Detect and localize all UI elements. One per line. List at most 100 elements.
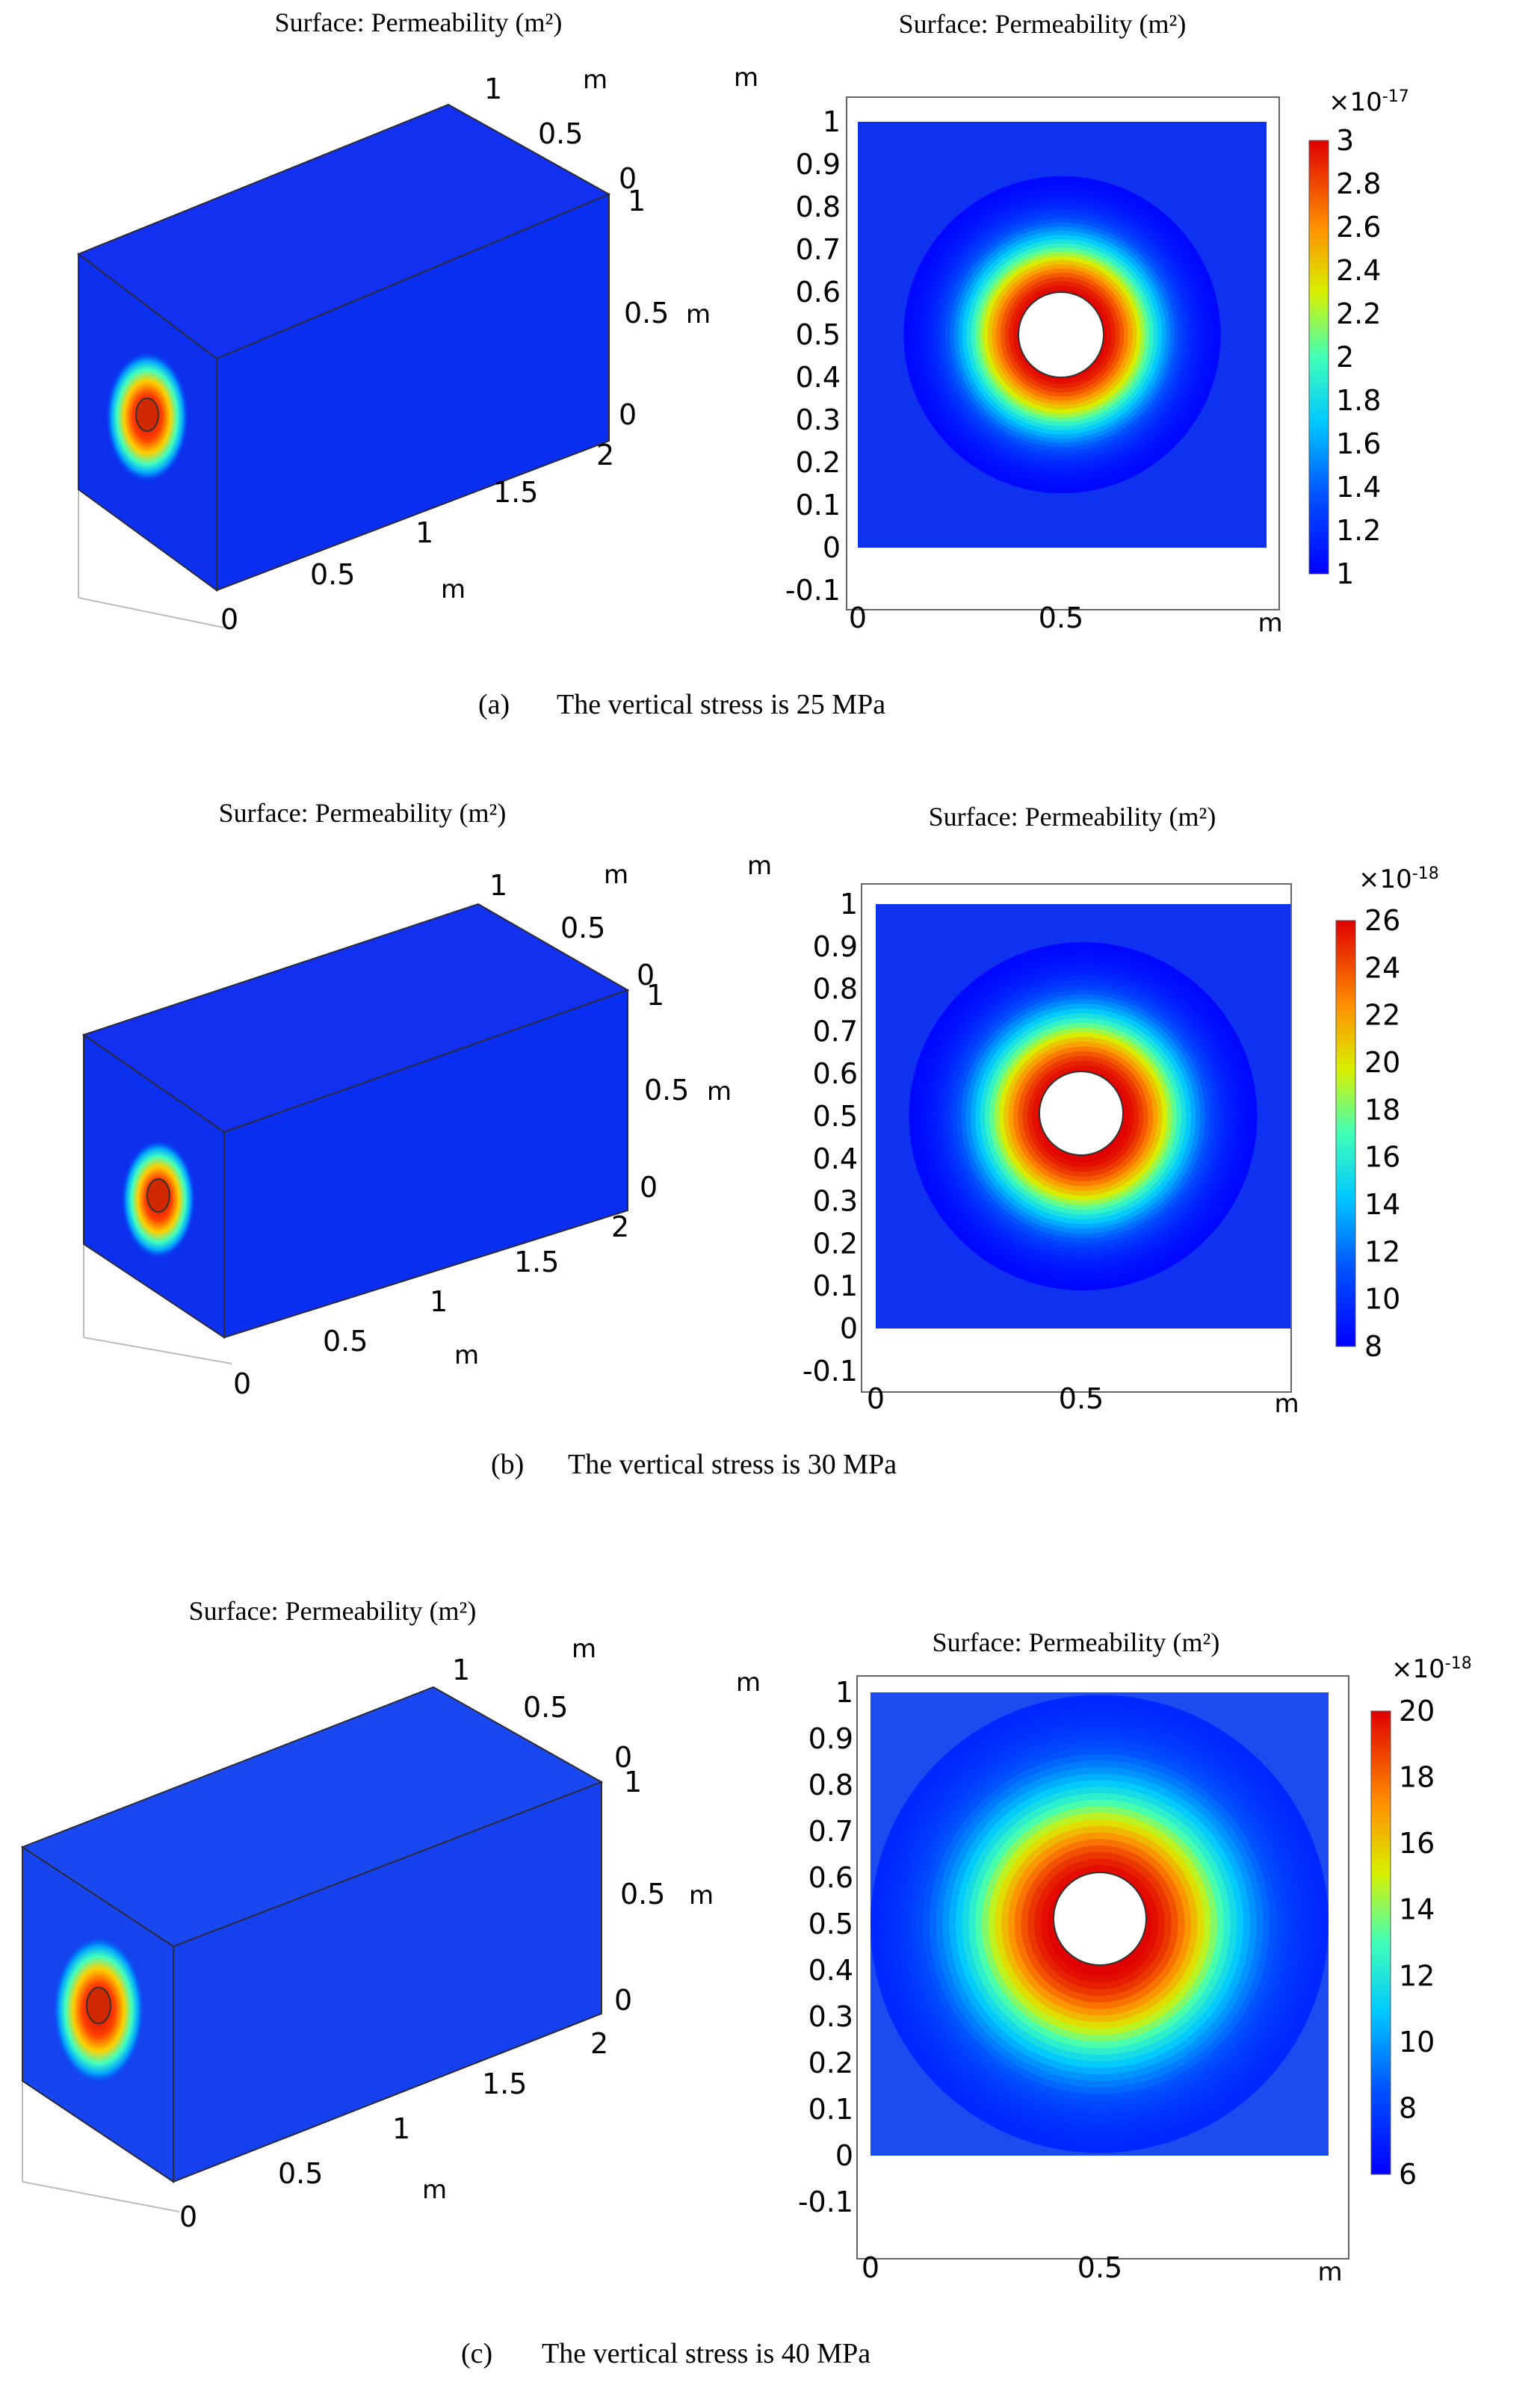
section2d-b-ylabel: m xyxy=(747,851,772,881)
section2d-a-ytick: 1 xyxy=(823,105,841,138)
section2d-b-cb-tick: 8 xyxy=(1364,1330,1382,1363)
box3d-a-tick-h-05: 0.5 xyxy=(624,297,669,330)
section2d-b-cb-tick: 12 xyxy=(1364,1235,1400,1268)
box3d-a-tick-l-0: 0 xyxy=(220,603,238,636)
section2d-a-colorbar xyxy=(1308,140,1329,575)
section2d-b-cb-mult: ×10-18 xyxy=(1358,864,1439,895)
section2d-c-ytick: 0.9 xyxy=(808,1722,853,1755)
section2d-c-cb-tick: 8 xyxy=(1399,2091,1417,2124)
section2d-b-ytick: -0.1 xyxy=(803,1355,858,1388)
section2d-c: Surface: Permeability (m²) m -0.1 0 0.1 0.2… xyxy=(736,1627,1472,2287)
section2d-a-cb-ticks: 3 2.8 2.6 2.4 2.2 2 1.8 1.6 1.4 1.2 1 xyxy=(1336,124,1381,590)
section2d-b-ytick: 0.8 xyxy=(813,973,858,1006)
section2d-c-colorbar xyxy=(1370,1710,1391,2175)
caption-b-label: (b) xyxy=(491,1449,524,1480)
caption-c-text: The vertical stress is 40 MPa xyxy=(542,2338,870,2369)
section2d-b-ytick: 0.1 xyxy=(813,1269,858,1302)
section2d-c-cb-tick: 14 xyxy=(1399,1893,1435,1926)
box3d-a-tick-w-0: 0 xyxy=(619,162,637,195)
section2d-c-cb-ticks: 20 18 16 14 12 10 8 6 xyxy=(1399,1695,1435,2191)
section2d-b-title: Surface: Permeability (m²) xyxy=(929,802,1216,832)
box3d-c-tick-l-1: 1 xyxy=(392,2112,410,2145)
section2d-a-frame xyxy=(846,96,1280,610)
caption-c: (c) The vertical stress is 40 MPa xyxy=(461,2338,870,2369)
section2d-a-cb-tick: 3 xyxy=(1336,124,1354,157)
section2d-c-ytick: 1 xyxy=(835,1676,853,1709)
box3d-b-label-w: m xyxy=(604,860,628,890)
box3d-b-tick-w-1: 1 xyxy=(489,869,507,902)
box3d-a-tick-l-05: 0.5 xyxy=(310,558,355,591)
section2d-a-ytick: 0.2 xyxy=(796,446,841,479)
section2d-a-ytick: 0.7 xyxy=(796,233,841,266)
box3d-c-label-h: m xyxy=(689,1881,714,1911)
box3d-c-tick-h-1: 1 xyxy=(624,1766,642,1798)
section2d-b-ytick: 0.9 xyxy=(813,930,858,963)
section2d-c-ytick: 0.2 xyxy=(808,2047,853,2079)
box3d-b: Surface: Permeability (m²) 1 0.5 0 m 1 0… xyxy=(81,798,732,1400)
box3d-c-tick-l-2: 2 xyxy=(590,2027,608,2060)
section2d-b-cb-tick: 22 xyxy=(1364,999,1400,1032)
box3d-b-tick-h-05: 0.5 xyxy=(644,1074,689,1107)
box3d-b-tick-l-05: 0.5 xyxy=(323,1325,368,1358)
section2d-a-ytick: 0.5 xyxy=(796,318,841,351)
section2d-a-ytick: 0.6 xyxy=(796,276,841,309)
section2d-b-ytick: 1 xyxy=(840,888,858,921)
panel-c: Surface: Permeability (m²) 1 0.5 0 m 1 0… xyxy=(20,1596,1472,2369)
box3d-b-tick-l-0: 0 xyxy=(233,1367,251,1400)
box3d-c-borehole xyxy=(86,1987,111,2024)
section2d-c-ytick: 0.7 xyxy=(808,1815,853,1848)
section2d-a-ytick: 0 xyxy=(823,531,841,564)
box3d-b-borehole xyxy=(146,1178,170,1213)
section2d-c-xtick-05: 0.5 xyxy=(1077,2251,1122,2284)
section2d-a-ytick: 0.4 xyxy=(796,361,841,394)
section2d-c-cb-tick: 20 xyxy=(1399,1695,1435,1727)
box3d-a-tick-l-15: 1.5 xyxy=(493,476,538,509)
section2d-a-cb-tick: 2.8 xyxy=(1336,167,1381,200)
section2d-a-cb-tick: 1.6 xyxy=(1336,427,1381,460)
section2d-b-ytick: 0 xyxy=(840,1312,858,1345)
box3d-c-tick-l-05: 0.5 xyxy=(278,2157,323,2190)
box3d-b-tick-l-2: 2 xyxy=(611,1210,629,1243)
box3d-c-tick-l-15: 1.5 xyxy=(482,2067,527,2100)
section2d-a-yticks: -0.1 0 0.1 0.2 0.3 0.4 0.5 0.6 0.7 0.8 0.9 1 xyxy=(785,105,841,607)
section2d-b-ytick: 0.5 xyxy=(813,1100,858,1133)
box3d-b-tick-w-0: 0 xyxy=(637,959,655,992)
box3d-b-tick-w-05: 0.5 xyxy=(560,912,605,944)
section2d-a-cb-tick: 2.6 xyxy=(1336,211,1381,244)
section2d-a-ytick: 0.1 xyxy=(796,489,841,522)
section2d-a-cb-tick: 1.4 xyxy=(1336,471,1381,504)
box3d-b-tick-h-0: 0 xyxy=(640,1171,658,1204)
section2d-b-ytick: 0.7 xyxy=(813,1015,858,1048)
section2d-b-ytick: 0.2 xyxy=(813,1227,858,1260)
box3d-b-tick-l-15: 1.5 xyxy=(514,1246,559,1278)
box3d-a-tick-l-2: 2 xyxy=(596,439,614,471)
section2d-c-ytick: 0.8 xyxy=(808,1769,853,1801)
section2d-a: Surface: Permeability (m²) m -0.100.10.2… xyxy=(734,9,1409,638)
section2d-b-cb-tick: 20 xyxy=(1364,1046,1400,1079)
section2d-c-ytick: 0.6 xyxy=(808,1861,853,1894)
section2d-a-cb-tick: 2 xyxy=(1336,341,1354,374)
section2d-a-cb-tick: 1.2 xyxy=(1336,514,1381,547)
section2d-c-hole xyxy=(1053,1872,1147,1966)
box3d-c-tick-h-05: 0.5 xyxy=(620,1878,665,1911)
box3d-b-tick-l-1: 1 xyxy=(430,1285,448,1318)
section2d-a-xtick-0: 0 xyxy=(849,601,867,634)
caption-b-text: The vertical stress is 30 MPa xyxy=(568,1449,897,1480)
section2d-c-ytick: -0.1 xyxy=(798,2186,853,2218)
section2d-a-cb-tick: 1.8 xyxy=(1336,384,1381,417)
panel-a: Surface: Permeability (m²) 1 0.5 0 m 1 0… xyxy=(76,7,1409,720)
section2d-b-cb-tick: 14 xyxy=(1364,1188,1400,1221)
section2d-b-xlabel: m xyxy=(1274,1389,1299,1419)
box3d-a-tick-w-1: 1 xyxy=(484,72,502,105)
section2d-c-cb-tick: 18 xyxy=(1399,1761,1435,1794)
section2d-a-xlabel: m xyxy=(1258,608,1282,638)
section2d-b: Surface: Permeability (m²) m -0.1 0 0.1 0.2… xyxy=(747,802,1439,1419)
box3d-c-tick-w-0: 0 xyxy=(614,1741,632,1774)
box3d-c-label-l: m xyxy=(422,2175,447,2205)
section2d-c-ytick: 0 xyxy=(835,2139,853,2172)
section2d-c-ylabel: m xyxy=(736,1668,761,1698)
caption-a-label: (a) xyxy=(478,689,510,720)
caption-a: (a) The vertical stress is 25 MPa xyxy=(478,689,885,720)
section2d-c-ytick: 0.1 xyxy=(808,2093,853,2126)
